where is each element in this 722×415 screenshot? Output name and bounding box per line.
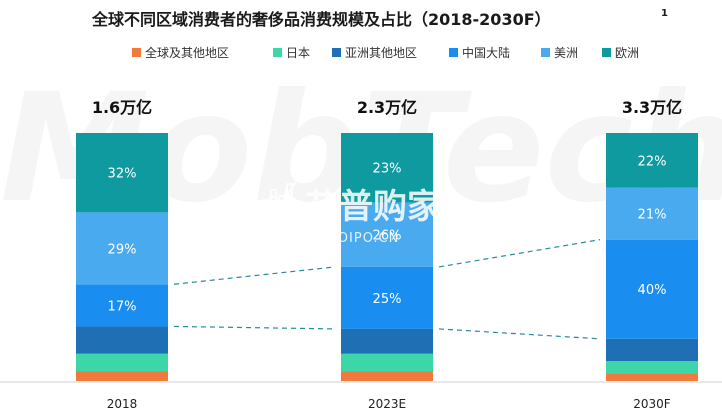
- bar-segment: [341, 371, 433, 381]
- legend: 全球及其他地区 日本 亚洲其他地区 中国大陆 美洲 欧洲: [132, 45, 639, 60]
- data-label: 22%: [638, 154, 667, 169]
- connector-line: [173, 325, 336, 330]
- legend-swatch: [132, 48, 141, 57]
- data-label: 25%: [373, 292, 402, 307]
- totals: 1.6万亿 2.3万亿 3.3万亿: [92, 98, 682, 117]
- legend-label: 日本: [286, 46, 310, 60]
- legend-swatch: [332, 48, 341, 57]
- chart-title: 全球不同区域消费者的奢侈品消费规模及占比（2018-2030F）: [91, 10, 551, 29]
- data-label: 40%: [638, 283, 667, 298]
- bar-segment: [76, 326, 168, 354]
- bar-segment: [606, 239, 698, 339]
- bars: 17% 29% 32% 25% 26% 23% 40% 21% 22%: [76, 133, 698, 381]
- legend-label: 亚洲其他地区: [345, 46, 417, 60]
- bar-chart-logo-icon: [261, 181, 297, 221]
- data-label: 23%: [373, 162, 402, 177]
- total-label: 1.6万亿: [92, 98, 152, 117]
- x-tick-label: 2023E: [368, 397, 406, 411]
- data-label: 26%: [373, 229, 402, 244]
- brand-watermark-text: 艾普购家: [305, 187, 441, 227]
- data-label: 21%: [638, 208, 667, 223]
- bar-segment: [606, 338, 698, 362]
- bar-segment: [341, 353, 433, 372]
- bar-segment: [76, 371, 168, 381]
- dashed-connectors: [173, 239, 601, 340]
- x-tick-label: 2018: [107, 397, 138, 411]
- bar-segment: [606, 373, 698, 381]
- connector-line: [438, 239, 601, 268]
- bar-segment: [341, 133, 433, 203]
- bar-segment: [341, 266, 433, 329]
- legend-label: 中国大陆: [462, 45, 510, 60]
- legend-swatch: [602, 48, 611, 57]
- brand-watermark-subtext: 行业报告 IPOIPO.CN: [263, 231, 399, 246]
- data-label: 29%: [108, 242, 137, 257]
- connector-line: [438, 328, 601, 340]
- x-axis-ticks: 2018 2023E 2030F: [107, 397, 671, 411]
- bar-segment: [76, 284, 168, 327]
- bar-segment: [606, 187, 698, 240]
- bar-segment: [76, 212, 168, 285]
- bar-segment: [341, 202, 433, 267]
- legend-swatch: [449, 48, 458, 57]
- legend-label: 美洲: [554, 46, 578, 60]
- data-label: 17%: [108, 299, 137, 314]
- total-label: 3.3万亿: [622, 98, 682, 117]
- title-footnote: 1: [661, 8, 668, 19]
- bar-segment: [606, 361, 698, 374]
- legend-label: 全球及其他地区: [145, 45, 229, 60]
- bar-segment: [76, 353, 168, 372]
- legend-swatch: [541, 48, 550, 57]
- bar-segment: [76, 133, 168, 213]
- legend-label: 欧洲: [615, 46, 639, 60]
- legend-swatch: [273, 48, 282, 57]
- bar-segment: [606, 133, 698, 188]
- connector-line: [173, 266, 336, 285]
- bar-segment: [341, 328, 433, 354]
- x-tick-label: 2030F: [633, 397, 671, 411]
- total-label: 2.3万亿: [357, 98, 417, 117]
- brand-watermark: 艾普购家 行业报告 IPOIPO.CN: [261, 181, 441, 246]
- data-label: 32%: [108, 167, 137, 182]
